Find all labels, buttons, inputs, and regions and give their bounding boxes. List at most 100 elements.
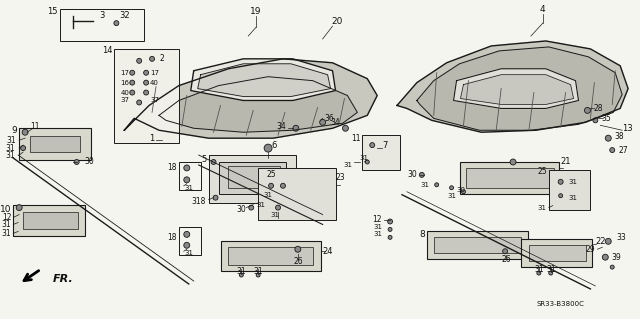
Bar <box>19 128 91 160</box>
Circle shape <box>256 273 260 277</box>
Text: 30: 30 <box>456 187 465 193</box>
Bar <box>218 162 286 194</box>
Text: 8: 8 <box>419 230 425 239</box>
Circle shape <box>435 183 438 187</box>
Bar <box>529 245 586 261</box>
Text: 22: 22 <box>595 237 606 246</box>
Polygon shape <box>454 69 579 108</box>
Circle shape <box>388 219 392 224</box>
Bar <box>209 155 296 203</box>
Polygon shape <box>191 59 335 100</box>
Text: 31: 31 <box>2 229 12 238</box>
Circle shape <box>610 148 614 152</box>
Text: 30: 30 <box>84 158 94 167</box>
Polygon shape <box>461 75 573 104</box>
Text: 26: 26 <box>293 257 303 266</box>
Circle shape <box>593 118 598 123</box>
Text: 31: 31 <box>6 144 15 152</box>
Text: 2: 2 <box>159 54 164 63</box>
Circle shape <box>461 190 465 194</box>
Text: 31: 31 <box>568 179 577 185</box>
Text: 31: 31 <box>253 267 263 276</box>
Text: 9: 9 <box>12 126 17 135</box>
Circle shape <box>370 143 374 148</box>
Circle shape <box>419 172 424 177</box>
Polygon shape <box>198 64 331 97</box>
Circle shape <box>342 125 348 131</box>
Bar <box>467 168 554 188</box>
Text: 14: 14 <box>102 46 113 56</box>
Circle shape <box>558 179 563 184</box>
Text: 5: 5 <box>202 155 207 165</box>
Circle shape <box>22 129 28 135</box>
Circle shape <box>510 159 516 165</box>
Circle shape <box>548 271 553 275</box>
Circle shape <box>319 119 326 125</box>
Circle shape <box>605 238 611 244</box>
Circle shape <box>213 195 218 200</box>
Text: 39: 39 <box>611 253 621 262</box>
Text: 11: 11 <box>351 134 360 143</box>
Circle shape <box>264 144 272 152</box>
Circle shape <box>388 235 392 239</box>
Text: 40: 40 <box>120 90 129 96</box>
Text: 31: 31 <box>344 162 353 168</box>
Text: 30: 30 <box>236 205 246 214</box>
Circle shape <box>20 145 26 151</box>
Circle shape <box>184 242 189 248</box>
Circle shape <box>74 160 79 165</box>
Text: 34: 34 <box>276 122 286 131</box>
Text: 31: 31 <box>568 195 577 201</box>
Bar <box>179 227 201 255</box>
Circle shape <box>276 205 280 210</box>
Text: 18: 18 <box>167 233 177 242</box>
Bar <box>228 247 313 265</box>
Text: 29: 29 <box>586 245 595 254</box>
Circle shape <box>502 249 508 254</box>
Text: 4: 4 <box>540 5 546 14</box>
Text: 37: 37 <box>150 98 159 103</box>
Text: 31: 31 <box>538 204 547 211</box>
Bar <box>221 241 321 271</box>
Circle shape <box>137 58 141 63</box>
Text: 1: 1 <box>149 134 155 143</box>
Text: 23: 23 <box>335 173 345 182</box>
Text: 13: 13 <box>622 124 633 133</box>
Text: 31: 31 <box>360 155 369 161</box>
Circle shape <box>293 125 299 131</box>
Text: 19: 19 <box>250 7 262 16</box>
Circle shape <box>449 186 454 190</box>
Text: 31: 31 <box>447 193 456 199</box>
Text: 6: 6 <box>271 141 276 150</box>
Circle shape <box>584 108 591 113</box>
Circle shape <box>184 177 189 183</box>
Bar <box>548 170 591 210</box>
Text: 15: 15 <box>47 7 58 16</box>
Text: SR33-B3800C: SR33-B3800C <box>537 301 584 307</box>
Text: 3: 3 <box>99 11 105 20</box>
Circle shape <box>280 183 285 188</box>
Text: 31: 31 <box>420 182 429 188</box>
Text: 25: 25 <box>266 170 276 179</box>
Text: 31: 31 <box>373 225 382 230</box>
Circle shape <box>388 227 392 231</box>
Text: 17: 17 <box>150 70 159 76</box>
Text: 31: 31 <box>264 192 273 198</box>
Bar <box>60 9 144 41</box>
Circle shape <box>184 231 189 237</box>
Circle shape <box>130 90 134 95</box>
Text: 20: 20 <box>332 17 343 26</box>
Text: 35: 35 <box>602 114 611 123</box>
Text: 7: 7 <box>382 141 388 150</box>
Text: 30: 30 <box>407 170 417 179</box>
Text: 318: 318 <box>191 197 205 206</box>
Circle shape <box>611 265 614 269</box>
Circle shape <box>143 70 148 75</box>
Circle shape <box>269 183 273 188</box>
Circle shape <box>143 90 148 95</box>
Text: 31: 31 <box>6 151 15 160</box>
Text: 26: 26 <box>501 255 511 264</box>
Circle shape <box>295 246 301 252</box>
Circle shape <box>130 80 134 85</box>
Text: 28: 28 <box>593 104 603 113</box>
